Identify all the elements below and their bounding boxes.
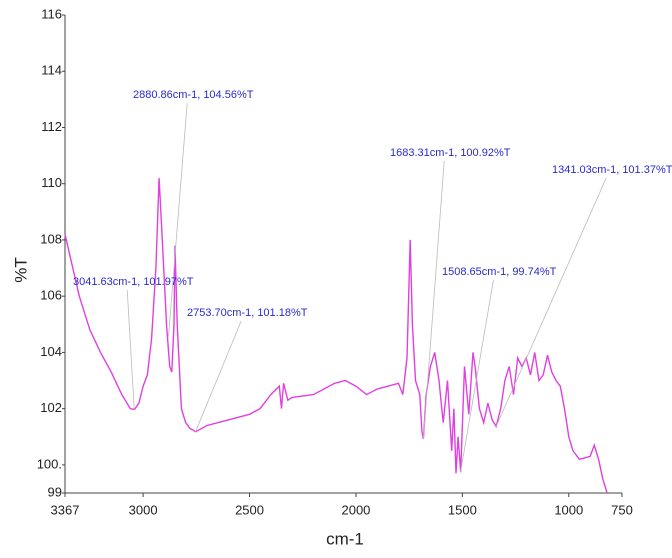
y-tick-label: 102	[40, 400, 62, 415]
y-axis-title: %T	[11, 257, 30, 283]
annotation: 2880.86cm-1, 104.56%T	[133, 89, 254, 101]
y-tick-label: 110	[41, 175, 62, 190]
x-tick-label: 2000	[341, 502, 370, 517]
y-tick-label: 100.	[37, 456, 62, 471]
annotation: 1508.65cm-1, 99.74%T	[442, 266, 557, 278]
y-tick-label: 112	[41, 119, 62, 134]
annotation-leader	[195, 320, 242, 432]
annotation-leader	[495, 177, 607, 427]
x-tick-label: 3000	[129, 502, 158, 517]
annotation: 1683.31cm-1, 100.92%T	[390, 147, 511, 159]
x-tick-label: 3367	[51, 502, 80, 517]
y-tick-label: 106	[40, 288, 62, 303]
x-tick-label: 1500	[448, 502, 477, 517]
annotation-leader	[168, 102, 188, 337]
annotation-leader	[126, 289, 135, 410]
annotation-leader	[422, 160, 445, 440]
annotation-leader	[460, 279, 494, 473]
y-tick-label: 99	[48, 484, 62, 499]
x-tick-label: 1000	[554, 502, 583, 517]
x-axis-title: cm-1	[326, 529, 364, 548]
y-tick-label: 104	[40, 344, 62, 359]
annotation: 2753.70cm-1, 101.18%T	[187, 307, 308, 319]
y-tick-label: 114	[41, 63, 62, 78]
x-tick-label: 750	[611, 502, 633, 517]
annotation: 3041.63cm-1, 101.97%T	[73, 276, 194, 288]
annotation: 1341.03cm-1, 101.37%T	[552, 164, 672, 176]
y-tick-label: 108	[40, 231, 62, 246]
x-tick-label: 2500	[235, 502, 264, 517]
spectrum-line	[64, 178, 608, 494]
y-tick-label: 116	[41, 6, 62, 21]
